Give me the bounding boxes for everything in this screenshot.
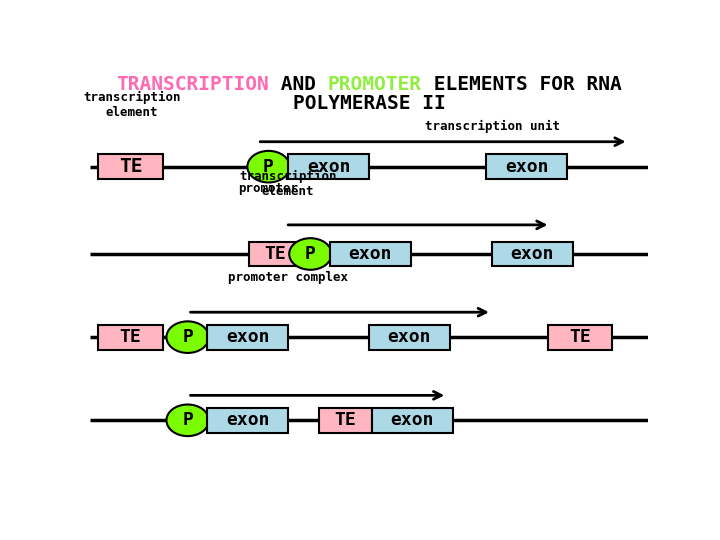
Text: PROMOTER: PROMOTER: [328, 75, 422, 94]
FancyBboxPatch shape: [99, 325, 163, 349]
FancyBboxPatch shape: [249, 241, 302, 266]
Text: P: P: [182, 411, 193, 429]
Text: TE: TE: [265, 245, 287, 263]
Text: exon: exon: [505, 158, 549, 176]
Text: exon: exon: [387, 328, 431, 346]
Text: TE: TE: [569, 328, 590, 346]
Text: promoter: promoter: [238, 182, 299, 195]
Ellipse shape: [289, 238, 332, 270]
Text: exon: exon: [390, 411, 434, 429]
Text: TE: TE: [119, 157, 143, 176]
FancyBboxPatch shape: [486, 154, 567, 179]
Text: promoter complex: promoter complex: [228, 271, 348, 284]
Ellipse shape: [248, 151, 289, 183]
Text: P: P: [305, 245, 316, 263]
FancyBboxPatch shape: [207, 408, 288, 433]
FancyBboxPatch shape: [547, 325, 612, 349]
Text: POLYMERASE II: POLYMERASE II: [292, 94, 446, 113]
FancyBboxPatch shape: [99, 154, 163, 179]
Ellipse shape: [166, 321, 209, 353]
Text: exon: exon: [510, 245, 554, 263]
Text: exon: exon: [226, 328, 269, 346]
FancyBboxPatch shape: [369, 325, 450, 349]
Text: TRANSCRIPTION: TRANSCRIPTION: [117, 75, 269, 94]
Text: exon: exon: [348, 245, 392, 263]
Text: TE: TE: [334, 411, 356, 429]
Text: TE: TE: [120, 328, 141, 346]
FancyBboxPatch shape: [207, 325, 288, 349]
FancyBboxPatch shape: [319, 408, 372, 433]
Ellipse shape: [166, 404, 209, 436]
Text: exon: exon: [307, 158, 351, 176]
FancyBboxPatch shape: [288, 154, 369, 179]
Text: P: P: [182, 328, 193, 346]
FancyBboxPatch shape: [492, 241, 572, 266]
Text: AND: AND: [269, 75, 328, 94]
Text: ELEMENTS FOR RNA: ELEMENTS FOR RNA: [422, 75, 621, 94]
Text: transcription
element: transcription element: [239, 170, 337, 198]
Text: transcription
element: transcription element: [83, 91, 181, 119]
FancyBboxPatch shape: [330, 241, 411, 266]
FancyBboxPatch shape: [372, 408, 453, 433]
Text: exon: exon: [226, 411, 269, 429]
Text: transcription unit: transcription unit: [425, 120, 560, 133]
Text: P: P: [263, 158, 274, 176]
